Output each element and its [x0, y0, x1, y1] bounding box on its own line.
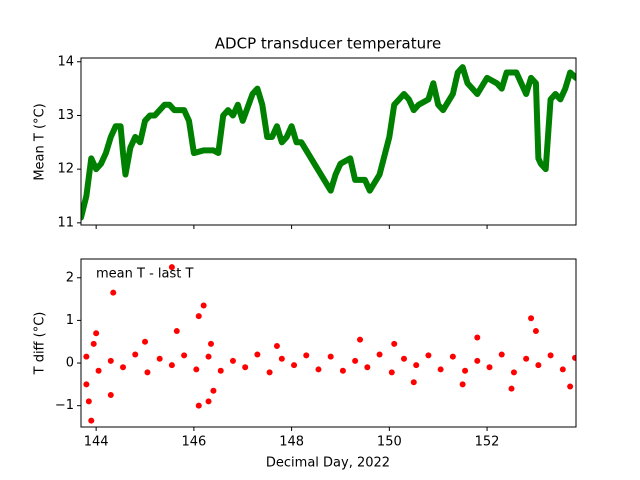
point: [205, 398, 212, 405]
chart-title: ADCP transducer temperature: [215, 35, 441, 53]
point: [572, 354, 576, 361]
point: [486, 364, 493, 371]
y-axis-label: Mean T (°C): [33, 103, 48, 180]
point: [156, 355, 163, 362]
point: [85, 398, 92, 405]
point: [181, 352, 188, 359]
y-tick-label: −1: [55, 398, 74, 413]
point: [559, 366, 566, 373]
point: [90, 340, 97, 347]
point: [195, 402, 202, 409]
point: [327, 353, 334, 360]
point: [410, 379, 417, 386]
y-tick-label: 13: [57, 108, 74, 123]
point: [195, 313, 202, 320]
point: [425, 352, 432, 359]
point: [110, 289, 117, 296]
point: [200, 302, 207, 309]
x-tick-label: 152: [475, 435, 500, 450]
point: [205, 353, 212, 360]
point: [567, 383, 574, 390]
point: [207, 340, 214, 347]
axes-frame: [80, 258, 577, 428]
x-tick-label: 144: [84, 435, 109, 450]
point: [508, 385, 515, 392]
point: [449, 353, 456, 360]
point: [88, 417, 95, 424]
x-tick-label: 146: [181, 435, 206, 450]
y-tick-label: 11: [57, 215, 74, 230]
point: [107, 392, 114, 399]
point: [547, 352, 554, 359]
point: [120, 364, 127, 371]
point: [83, 353, 90, 360]
point: [391, 340, 398, 347]
point: [217, 367, 224, 374]
point: [474, 357, 481, 364]
y-tick-label: 2: [66, 270, 74, 285]
y-axis-label: T diff (°C): [33, 312, 48, 376]
point: [510, 369, 517, 376]
point: [210, 387, 217, 394]
point: [107, 357, 114, 364]
point: [535, 362, 542, 369]
annotation: mean T - last T: [96, 267, 193, 282]
point: [193, 366, 200, 373]
x-axis-label: Decimal Day, 2022: [266, 456, 390, 471]
y-tick-label: 1: [66, 313, 74, 328]
axes-frame: [80, 57, 577, 226]
point: [95, 367, 102, 374]
point: [142, 338, 149, 345]
y-tick-label: 14: [57, 54, 74, 69]
point: [532, 328, 539, 335]
point: [242, 364, 249, 371]
point: [388, 369, 395, 376]
point: [168, 264, 175, 271]
point: [303, 352, 310, 359]
point: [273, 342, 280, 349]
point: [168, 362, 175, 369]
point: [459, 381, 466, 388]
point: [437, 366, 444, 373]
point: [83, 381, 90, 388]
line: [81, 64, 576, 221]
point: [462, 367, 469, 374]
y-tick-label: 12: [57, 162, 74, 177]
point: [364, 364, 371, 371]
x-tick-label: 150: [377, 435, 402, 450]
point: [93, 330, 100, 337]
point: [144, 369, 151, 376]
point: [474, 334, 481, 341]
point: [266, 369, 273, 376]
point: [278, 355, 285, 362]
point: [413, 362, 420, 369]
y-tick-label: 0: [66, 356, 74, 371]
point: [315, 366, 322, 373]
point: [291, 362, 298, 369]
point: [400, 355, 407, 362]
point: [132, 351, 139, 358]
point: [352, 357, 359, 364]
x-tick-label: 148: [279, 435, 304, 450]
point: [528, 315, 535, 322]
point: [229, 357, 236, 364]
point: [173, 328, 180, 335]
point: [254, 351, 261, 358]
point: [376, 351, 383, 358]
point: [357, 336, 364, 343]
point: [339, 367, 346, 374]
point: [498, 351, 505, 358]
point: [523, 355, 530, 362]
